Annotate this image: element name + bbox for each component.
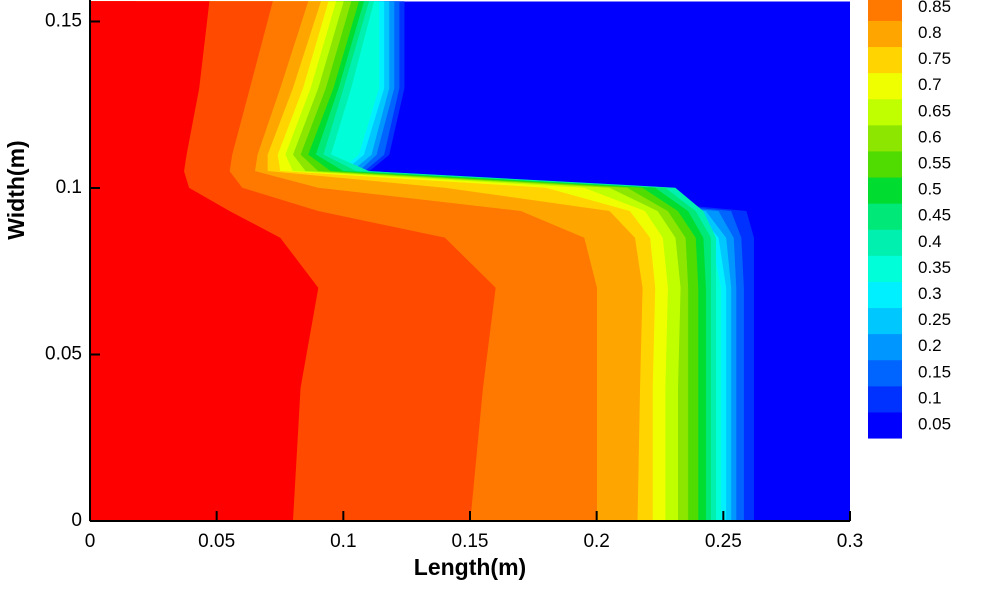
legend-swatch [868, 98, 902, 126]
y-axis-title: Width(m) [3, 140, 29, 239]
legend-swatch [868, 411, 902, 439]
legend-label: 0.2 [918, 336, 942, 355]
legend-label: 0.85 [918, 0, 951, 16]
legend-swatch [868, 46, 902, 74]
legend-swatch [868, 281, 902, 309]
legend-label: 0.55 [918, 153, 951, 172]
legend-label: 0.25 [918, 310, 951, 329]
legend-swatch [868, 72, 902, 100]
legend-swatch [868, 333, 902, 361]
y-tick-label: 0.1 [56, 177, 82, 198]
legend-label: 0.8 [918, 23, 942, 42]
legend-label: 0.4 [918, 232, 942, 251]
legend-swatch [868, 229, 902, 256]
x-axis-title: Length(m) [414, 554, 526, 580]
legend-swatch [868, 124, 902, 152]
x-tick-label: 0.1 [330, 531, 356, 552]
legend-label: 0.05 [918, 414, 951, 433]
legend-label: 0.15 [918, 362, 951, 381]
legend-swatch [868, 177, 902, 204]
legend-swatch [868, 359, 902, 387]
contour-band [89, 1, 154, 522]
legend-swatch [868, 20, 902, 48]
legend-label: 0.65 [918, 101, 951, 120]
legend-label: 0.35 [918, 258, 951, 277]
x-tick-label: 0.15 [452, 531, 489, 552]
x-tick-label: 0.3 [837, 531, 863, 552]
plot-area [89, 1, 850, 522]
y-tick-label: 0.15 [45, 10, 82, 31]
legend-swatch [868, 150, 902, 178]
legend-swatch [868, 203, 902, 230]
x-tick-label: 0.2 [583, 531, 609, 552]
legend-label: 0.5 [918, 180, 942, 199]
legend-label: 0.6 [918, 127, 942, 146]
y-tick-label: 0 [71, 510, 82, 531]
y-tick-label: 0.05 [45, 344, 82, 365]
x-tick-label: 0.05 [198, 531, 235, 552]
legend-label: 0.1 [918, 388, 942, 407]
legend-swatch [868, 0, 902, 21]
x-tick-label: 0.25 [705, 531, 742, 552]
x-tick-label: 0 [85, 531, 96, 552]
legend-label: 0.75 [918, 49, 951, 68]
legend-swatch [868, 385, 902, 413]
legend-swatch [868, 255, 902, 282]
legend-label: 0.7 [918, 75, 942, 94]
legend-swatch [868, 307, 902, 335]
legend-label: 0.45 [918, 206, 951, 225]
legend-label: 0.3 [918, 284, 942, 303]
